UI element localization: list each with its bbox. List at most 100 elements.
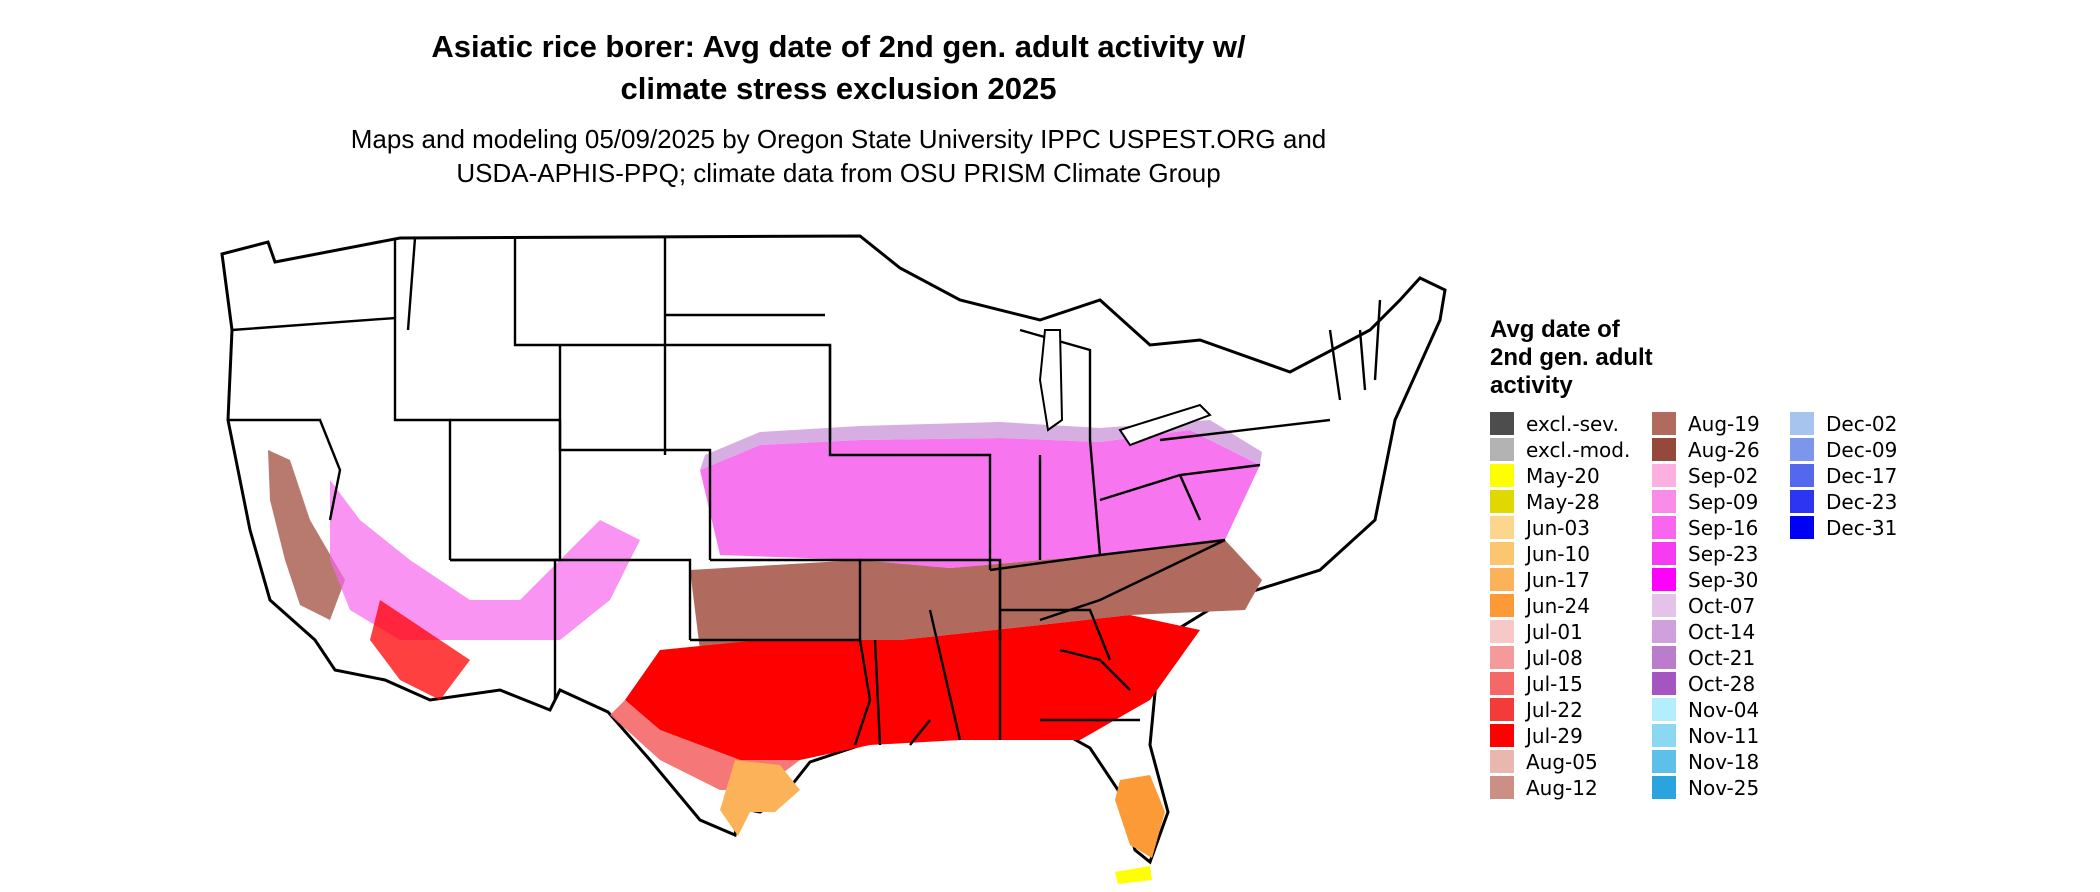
- map-subtitle: Maps and modeling 05/09/2025 by Oregon S…: [0, 122, 1677, 190]
- legend-swatch: [1652, 698, 1676, 721]
- legend-label: Dec-17: [1826, 463, 1898, 488]
- legend-swatch: [1652, 412, 1676, 435]
- legend-label: May-28: [1526, 489, 1600, 514]
- legend-swatch: [1652, 620, 1676, 643]
- legend-label: Jun-17: [1526, 567, 1590, 592]
- legend-label: Jul-08: [1526, 645, 1583, 670]
- legend-label: Dec-09: [1826, 437, 1898, 462]
- legend-swatch: [1490, 672, 1514, 695]
- legend-swatch: [1790, 438, 1814, 461]
- legend-label: Sep-02: [1688, 463, 1759, 488]
- legend-item: Dec-23: [1790, 489, 1898, 514]
- legend-swatch: [1490, 438, 1514, 461]
- great-lakes: [1038, 329, 1212, 447]
- map-region-southern-tier: [625, 615, 1200, 760]
- legend-item: Aug-05: [1490, 749, 1598, 774]
- legend-swatch: [1790, 516, 1814, 539]
- legend-swatch: [1490, 412, 1514, 435]
- legend-title-line: Avg date of: [1490, 316, 1620, 343]
- legend-label: Sep-09: [1688, 489, 1759, 514]
- legend-item: Oct-14: [1652, 620, 1755, 644]
- map-region-arizona-red: [370, 600, 470, 700]
- legend-label: Oct-21: [1688, 645, 1756, 670]
- legend-swatch: [1790, 412, 1814, 435]
- legend-label: Jun-10: [1526, 541, 1590, 566]
- map-title-line-1: Asiatic rice borer: Avg date of 2nd gen.…: [431, 29, 1246, 64]
- map-region-mid-south-band: [690, 540, 1262, 650]
- legend-item: Dec-31: [1790, 516, 1897, 540]
- legend-label: Jun-24: [1526, 593, 1590, 618]
- legend-label: Oct-07: [1688, 593, 1756, 618]
- map-title-line-2: climate stress exclusion 2025: [620, 71, 1057, 106]
- legend-item: Jun-17: [1490, 567, 1590, 592]
- legend-swatch: [1652, 776, 1676, 799]
- legend-swatch: [1790, 490, 1814, 513]
- lake-erie: [1118, 403, 1212, 447]
- legend-item: May-28: [1490, 489, 1600, 514]
- legend-swatch: [1490, 568, 1514, 591]
- legend-item: excl.-sev.: [1490, 411, 1619, 436]
- map-subtitle-line-1: Maps and modeling 05/09/2025 by Oregon S…: [350, 124, 1327, 154]
- legend-label: Dec-02: [1826, 411, 1898, 436]
- legend-label: Nov-18: [1688, 749, 1760, 774]
- map-region-south-tip-florida: [1115, 866, 1152, 884]
- legend-swatch: [1652, 542, 1676, 565]
- legend-item: Jun-10: [1490, 541, 1590, 566]
- legend-label: Oct-28: [1688, 671, 1756, 696]
- legend-title-line: activity: [1490, 372, 1573, 399]
- legend-swatch: [1790, 464, 1814, 487]
- legend-item: Sep-30: [1652, 568, 1758, 592]
- us-map: [220, 234, 1447, 884]
- map-region-west-desert: [330, 480, 640, 640]
- legend-item: Sep-02: [1652, 463, 1759, 488]
- legend-item: May-20: [1490, 464, 1600, 488]
- map-region-ohio-valley: [700, 430, 1260, 568]
- legend-label: Dec-23: [1826, 489, 1898, 514]
- legend-title-line: 2nd gen. adult: [1490, 344, 1653, 371]
- map-region-california-valley: [268, 450, 345, 620]
- legend-item: Jun-03: [1490, 516, 1590, 540]
- legend-label: excl.-sev.: [1526, 411, 1619, 436]
- legend-label: Jul-01: [1526, 619, 1583, 644]
- legend-swatch: [1490, 698, 1514, 721]
- legend-label: Jul-22: [1526, 697, 1583, 722]
- legend-label: Sep-16: [1688, 515, 1759, 540]
- legend-swatch: [1490, 646, 1514, 669]
- legend-item: Aug-26: [1652, 437, 1760, 462]
- legend-label: Nov-25: [1688, 775, 1760, 800]
- legend-item: Sep-16: [1652, 515, 1759, 540]
- legend-label: Aug-05: [1526, 749, 1598, 774]
- legend-swatch: [1652, 594, 1676, 617]
- legend-item: Oct-07: [1652, 593, 1756, 618]
- legend-label: Nov-04: [1688, 697, 1760, 722]
- legend-item: Jul-08: [1490, 645, 1583, 670]
- legend-swatch: [1652, 724, 1676, 747]
- map-region-gulf-coast-texas: [720, 760, 800, 836]
- legend-item: Oct-21: [1652, 645, 1756, 670]
- legend-item: Jul-15: [1490, 672, 1583, 696]
- legend-title: Avg date of 2nd gen. adult activity: [1490, 316, 1710, 400]
- map-title: Asiatic rice borer: Avg date of 2nd gen.…: [0, 26, 1677, 110]
- legend-label: Aug-26: [1688, 437, 1760, 462]
- legend-swatch: [1652, 568, 1676, 591]
- legend-swatch: [1490, 620, 1514, 643]
- legend-item: Nov-18: [1652, 749, 1760, 774]
- legend-swatch: [1652, 464, 1676, 487]
- legend-swatch: [1490, 776, 1514, 799]
- legend-swatch: [1652, 750, 1676, 773]
- legend-item: excl.-mod.: [1490, 438, 1630, 462]
- legend-label: Aug-12: [1526, 775, 1598, 800]
- legend-item: Nov-25: [1652, 775, 1760, 800]
- legend-swatch: [1490, 490, 1514, 513]
- legend-swatch: [1490, 724, 1514, 747]
- legend-item: Dec-02: [1790, 411, 1898, 436]
- legend-item: Jul-01: [1490, 619, 1583, 644]
- legend-item: Nov-04: [1652, 697, 1760, 722]
- legend-item: Jul-29: [1490, 724, 1583, 748]
- legend-swatch: [1490, 750, 1514, 773]
- legend-swatch: [1652, 672, 1676, 695]
- legend-label: Aug-19: [1688, 411, 1760, 436]
- legend-item: Dec-17: [1790, 463, 1898, 488]
- legend-item: Aug-19: [1652, 411, 1760, 436]
- legend-swatch: [1490, 464, 1514, 487]
